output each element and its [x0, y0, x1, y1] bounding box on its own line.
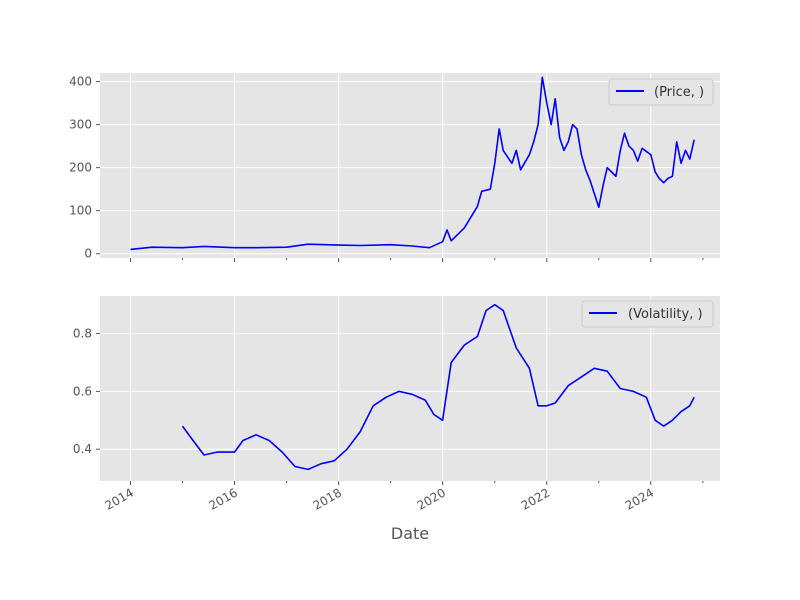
- x-tick-label: 2020: [415, 485, 448, 512]
- x-tick-label: 2022: [519, 485, 552, 512]
- price-panel: 0 100 200 300 400 (Price, ): [69, 73, 720, 262]
- x-tick-label: 2014: [103, 485, 136, 512]
- volatility-x-ticks: 2014 2016 2018 2020 2022 2024: [103, 481, 704, 513]
- volatility-panel: 0.4 0.6 0.8 2014 2016 2018 2020 2022 2024 (Vola…: [73, 296, 720, 513]
- x-axis-label: Date: [391, 524, 429, 543]
- price-line: [130, 76, 695, 251]
- x-tick-label: 2018: [311, 485, 344, 512]
- price-grid: [100, 73, 720, 258]
- volatility-y-ticks: 0.4 0.6 0.8: [73, 327, 100, 456]
- price-y-ticks: 0 100 200 300 400: [69, 75, 100, 261]
- price-series: [130, 76, 695, 251]
- price-y-tick-label: 400: [69, 75, 92, 89]
- price-legend: (Price, ): [608, 78, 714, 106]
- volatility-legend-label: (Volatility, ): [628, 307, 703, 322]
- volatility-legend: (Volatility, ): [581, 300, 714, 328]
- price-y-tick-label: 300: [69, 118, 92, 132]
- volatility-y-tick-label: 0.8: [73, 327, 92, 341]
- volatility-line: [181, 303, 695, 471]
- volatility-legend-box: [581, 300, 714, 328]
- price-y-tick-label: 100: [69, 204, 92, 218]
- x-tick-label: 2016: [207, 485, 240, 512]
- price-y-tick-label: 0: [84, 247, 92, 261]
- volatility-grid: [100, 296, 720, 481]
- volatility-series: [181, 303, 695, 471]
- price-legend-label: (Price, ): [654, 85, 704, 100]
- price-legend-box: [608, 78, 714, 106]
- price-y-tick-label: 200: [69, 161, 92, 175]
- volatility-y-tick-label: 0.4: [73, 442, 92, 456]
- x-tick-label: 2024: [623, 485, 656, 512]
- volatility-y-tick-label: 0.6: [73, 384, 92, 398]
- price-x-ticks: [129, 258, 704, 262]
